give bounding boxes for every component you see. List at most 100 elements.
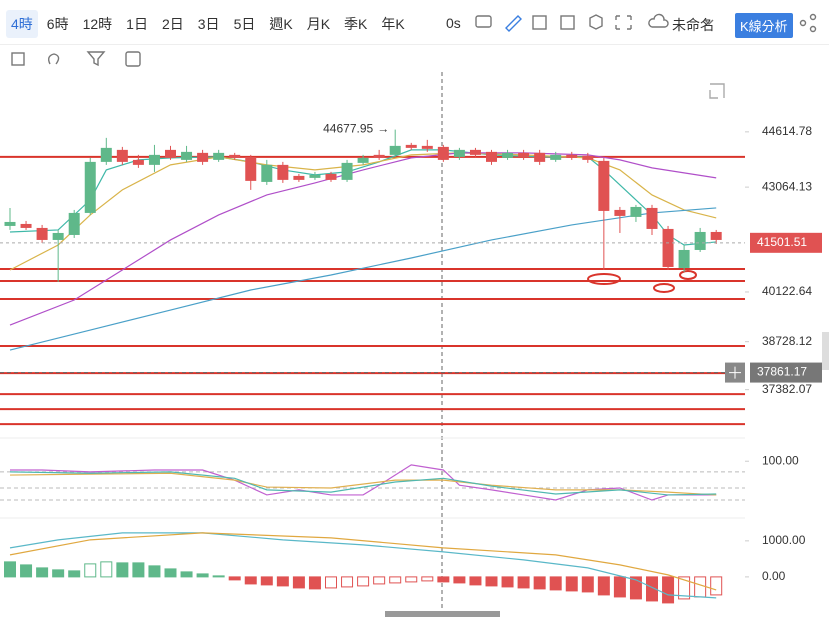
camera-icon[interactable] [475,15,492,28]
macd-bar [196,573,209,578]
last-price-label: 41501.51 [757,235,807,249]
macd-bar [597,576,610,596]
macd-bar [68,570,81,578]
fullscreen-icon[interactable] [615,15,632,30]
macd-bar [228,576,241,581]
table-icon[interactable] [560,15,575,30]
macd-bar [662,576,675,604]
side-handle[interactable] [822,332,829,370]
expand-icon[interactable] [709,83,725,99]
y-tick-label: 38728.12 [762,334,812,348]
macd-bar [4,561,16,578]
macd-bar [517,576,530,589]
filter-icon[interactable] [86,51,106,67]
candle-body [469,149,481,155]
candle-body [116,149,128,162]
candle-body [662,228,674,267]
macd-bar [132,562,145,578]
macd-bar [710,576,723,596]
candle-body [421,145,433,149]
analysis-button[interactable]: K線分析 [735,13,793,38]
macd-bar [276,576,289,587]
candle-body [502,152,514,158]
candle-body [68,212,80,235]
interval-tab[interactable]: 4時 [6,10,38,38]
frame-icon[interactable] [532,15,547,30]
annotation-value: 44677.95 [323,122,373,136]
indicator-line [9,152,717,326]
macd-bar [357,576,370,587]
interval-tab[interactable]: 週K [269,16,293,32]
indicator-line [9,532,717,599]
crosshair-label: 37861.17 [757,365,807,379]
candle-body [148,154,160,165]
candle-body [309,174,321,178]
candle-body [678,249,690,268]
draw-icon[interactable] [505,15,522,32]
high-annotation: 44677.95 → [323,122,389,136]
cloud-icon[interactable] [648,13,669,28]
candle-body [84,161,96,213]
candle-body [582,155,594,160]
candle-body [293,175,305,180]
y-tick-label: 100.00 [762,453,799,467]
interval-tabs: 4時 6時 12時 1日 2日 3日 5日 週K 月K 季K 年K [6,10,410,38]
interval-tab[interactable]: 2日 [161,16,184,32]
candle-body [598,160,610,211]
macd-bar [164,568,177,578]
candle-body [614,209,626,216]
edit-icon[interactable] [125,51,141,67]
interval-tab[interactable]: 月K [306,16,331,32]
macd-bar [421,576,434,582]
y-tick-label: 37382.07 [762,382,812,396]
scrollbar[interactable] [385,611,500,617]
layout-name[interactable]: 未命名 [672,17,714,33]
interval-tab[interactable]: 年K [381,16,405,32]
magnet-icon[interactable] [47,53,60,65]
delete-icon[interactable] [11,52,25,66]
macd-bar [629,576,642,600]
candle-body [566,154,578,158]
candle-body [261,164,273,182]
annotation-arrow: → [377,122,389,136]
macd-bar [694,576,707,598]
macd-bar [100,561,113,578]
interval-tab[interactable]: 6時 [46,16,69,32]
macd-bar [36,567,49,578]
candle-body [518,152,530,157]
y-tick-label: 0.00 [762,569,786,583]
interval-tab[interactable]: 3日 [197,16,220,32]
macd-bar [20,564,33,578]
interval-tab[interactable]: 5日 [233,16,256,32]
interval-tab[interactable]: 1日 [126,16,148,32]
toolbar: 4時 6時 12時 1日 2日 3日 5日 週K 月K 季K 年K 0s 未命名 K線分析 [0,0,829,45]
macd-bar [646,576,658,602]
macd-bar [260,576,273,586]
candle-body [197,152,209,162]
candle-body [165,149,176,158]
toolbar-icons [11,13,817,99]
macd-bar [389,576,402,584]
macd-bar [180,571,193,578]
candle-body [52,232,64,240]
candle-body [550,154,562,160]
timer[interactable]: 0s [446,15,461,31]
macd-bar [549,576,562,591]
candle-body [4,221,16,226]
candle-body [357,157,369,163]
candle-body [534,152,546,162]
indicator-line [9,472,717,496]
interval-tab[interactable]: 季K [344,16,368,32]
dropdown-icon[interactable] [704,19,714,25]
candle-body [325,173,337,180]
candle-body [405,144,417,148]
share-icon[interactable] [799,19,807,27]
candle-body [245,156,257,181]
settings-icon[interactable] [589,14,603,30]
candle-body [710,231,722,240]
indicator-line [10,464,717,501]
macd-bar [373,576,386,585]
interval-tab[interactable]: 12時 [82,16,113,32]
